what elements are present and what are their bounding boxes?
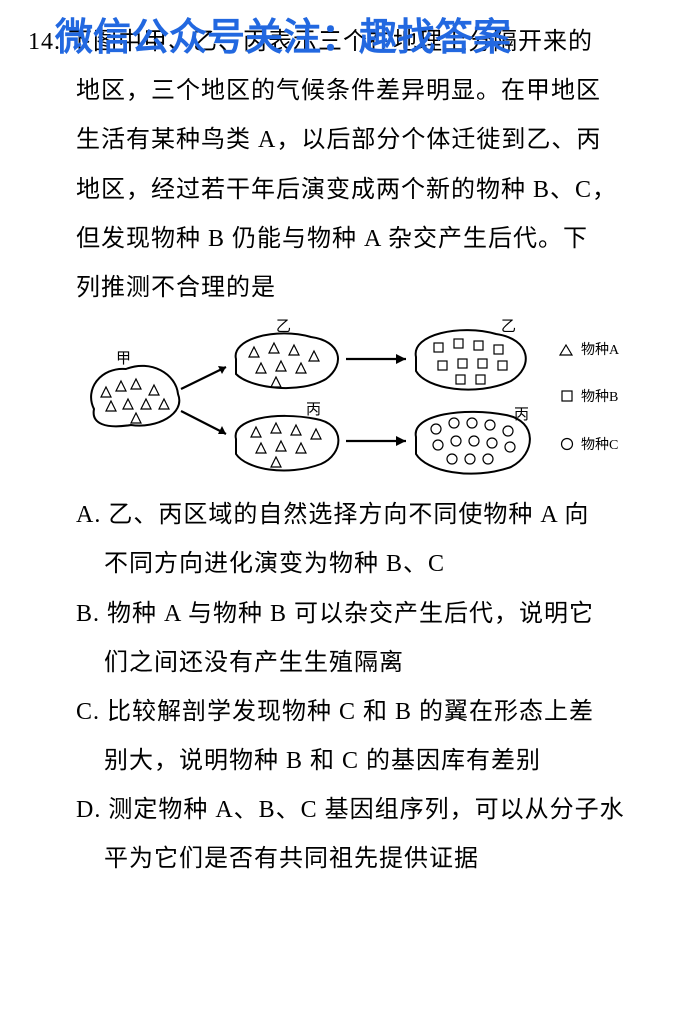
label-yi-2: 乙 [501, 319, 516, 335]
watermark-text: 微信公众号关注：趣找答案 [55, 6, 511, 61]
stem-line-3: 地区，经过若干年后演变成两个新的物种 B、C， [28, 166, 670, 215]
speciation-diagram: 甲 乙 [76, 319, 666, 489]
arrow-jia-bing [181, 411, 226, 434]
option-c-line2: 别大，说明物种 B 和 C 的基因库有差别 [76, 737, 670, 786]
legend-c-label: 物种C [581, 437, 618, 453]
label-yi-1: 乙 [276, 319, 291, 335]
legend-b-label: 物种B [581, 389, 618, 405]
legend: 物种A 物种B 物种C [560, 342, 620, 453]
region-yi-2 [416, 330, 526, 389]
legend-a-label: 物种A [581, 342, 620, 358]
arrow-bing-bing2 [346, 436, 406, 446]
option-b-line2: 们之间还没有产生生殖隔离 [76, 639, 670, 688]
arrow-yi-yi2 [346, 354, 406, 364]
label-bing-1: 丙 [306, 402, 321, 418]
option-b-line1: B. 物种 A 与物种 B 可以杂交产生后代，说明它 [76, 590, 670, 639]
option-d-line2: 平为它们是否有共同祖先提供证据 [76, 835, 670, 884]
stem-line-4: 但发现物种 B 仍能与物种 A 杂交产生后代。下 [28, 215, 670, 264]
stem-line-5: 列推测不合理的是 [28, 264, 670, 313]
question-stem: 14. 下图中甲、乙、丙表示三个在地理上分隔开来的 地区，三个地区的气候条件差异… [28, 18, 670, 313]
option-d-line1: D. 测定物种 A、B、C 基因组序列，可以从分子水 [76, 786, 670, 835]
region-bing-1 [236, 416, 339, 471]
region-jia [91, 366, 179, 427]
arrow-jia-yi [181, 366, 226, 389]
options: A. 乙、丙区域的自然选择方向不同使物种 A 向 不同方向进化演变为物种 B、C… [28, 491, 670, 885]
stem-line-2: 生活有某种鸟类 A，以后部分个体迁徙到乙、丙 [28, 116, 670, 165]
option-c-line1: C. 比较解剖学发现物种 C 和 B 的翼在形态上差 [76, 688, 670, 737]
page: 14. 下图中甲、乙、丙表示三个在地理上分隔开来的 地区，三个地区的气候条件差异… [0, 0, 700, 903]
option-a-line2: 不同方向进化演变为物种 B、C [76, 540, 670, 589]
diagram: 甲 乙 [28, 313, 670, 491]
option-a-line1: A. 乙、丙区域的自然选择方向不同使物种 A 向 [76, 491, 670, 540]
label-jia: 甲 [116, 351, 131, 367]
region-yi-1 [236, 334, 338, 389]
label-bing-2: 丙 [514, 407, 529, 423]
stem-line-1: 地区，三个地区的气候条件差异明显。在甲地区 [28, 67, 670, 116]
